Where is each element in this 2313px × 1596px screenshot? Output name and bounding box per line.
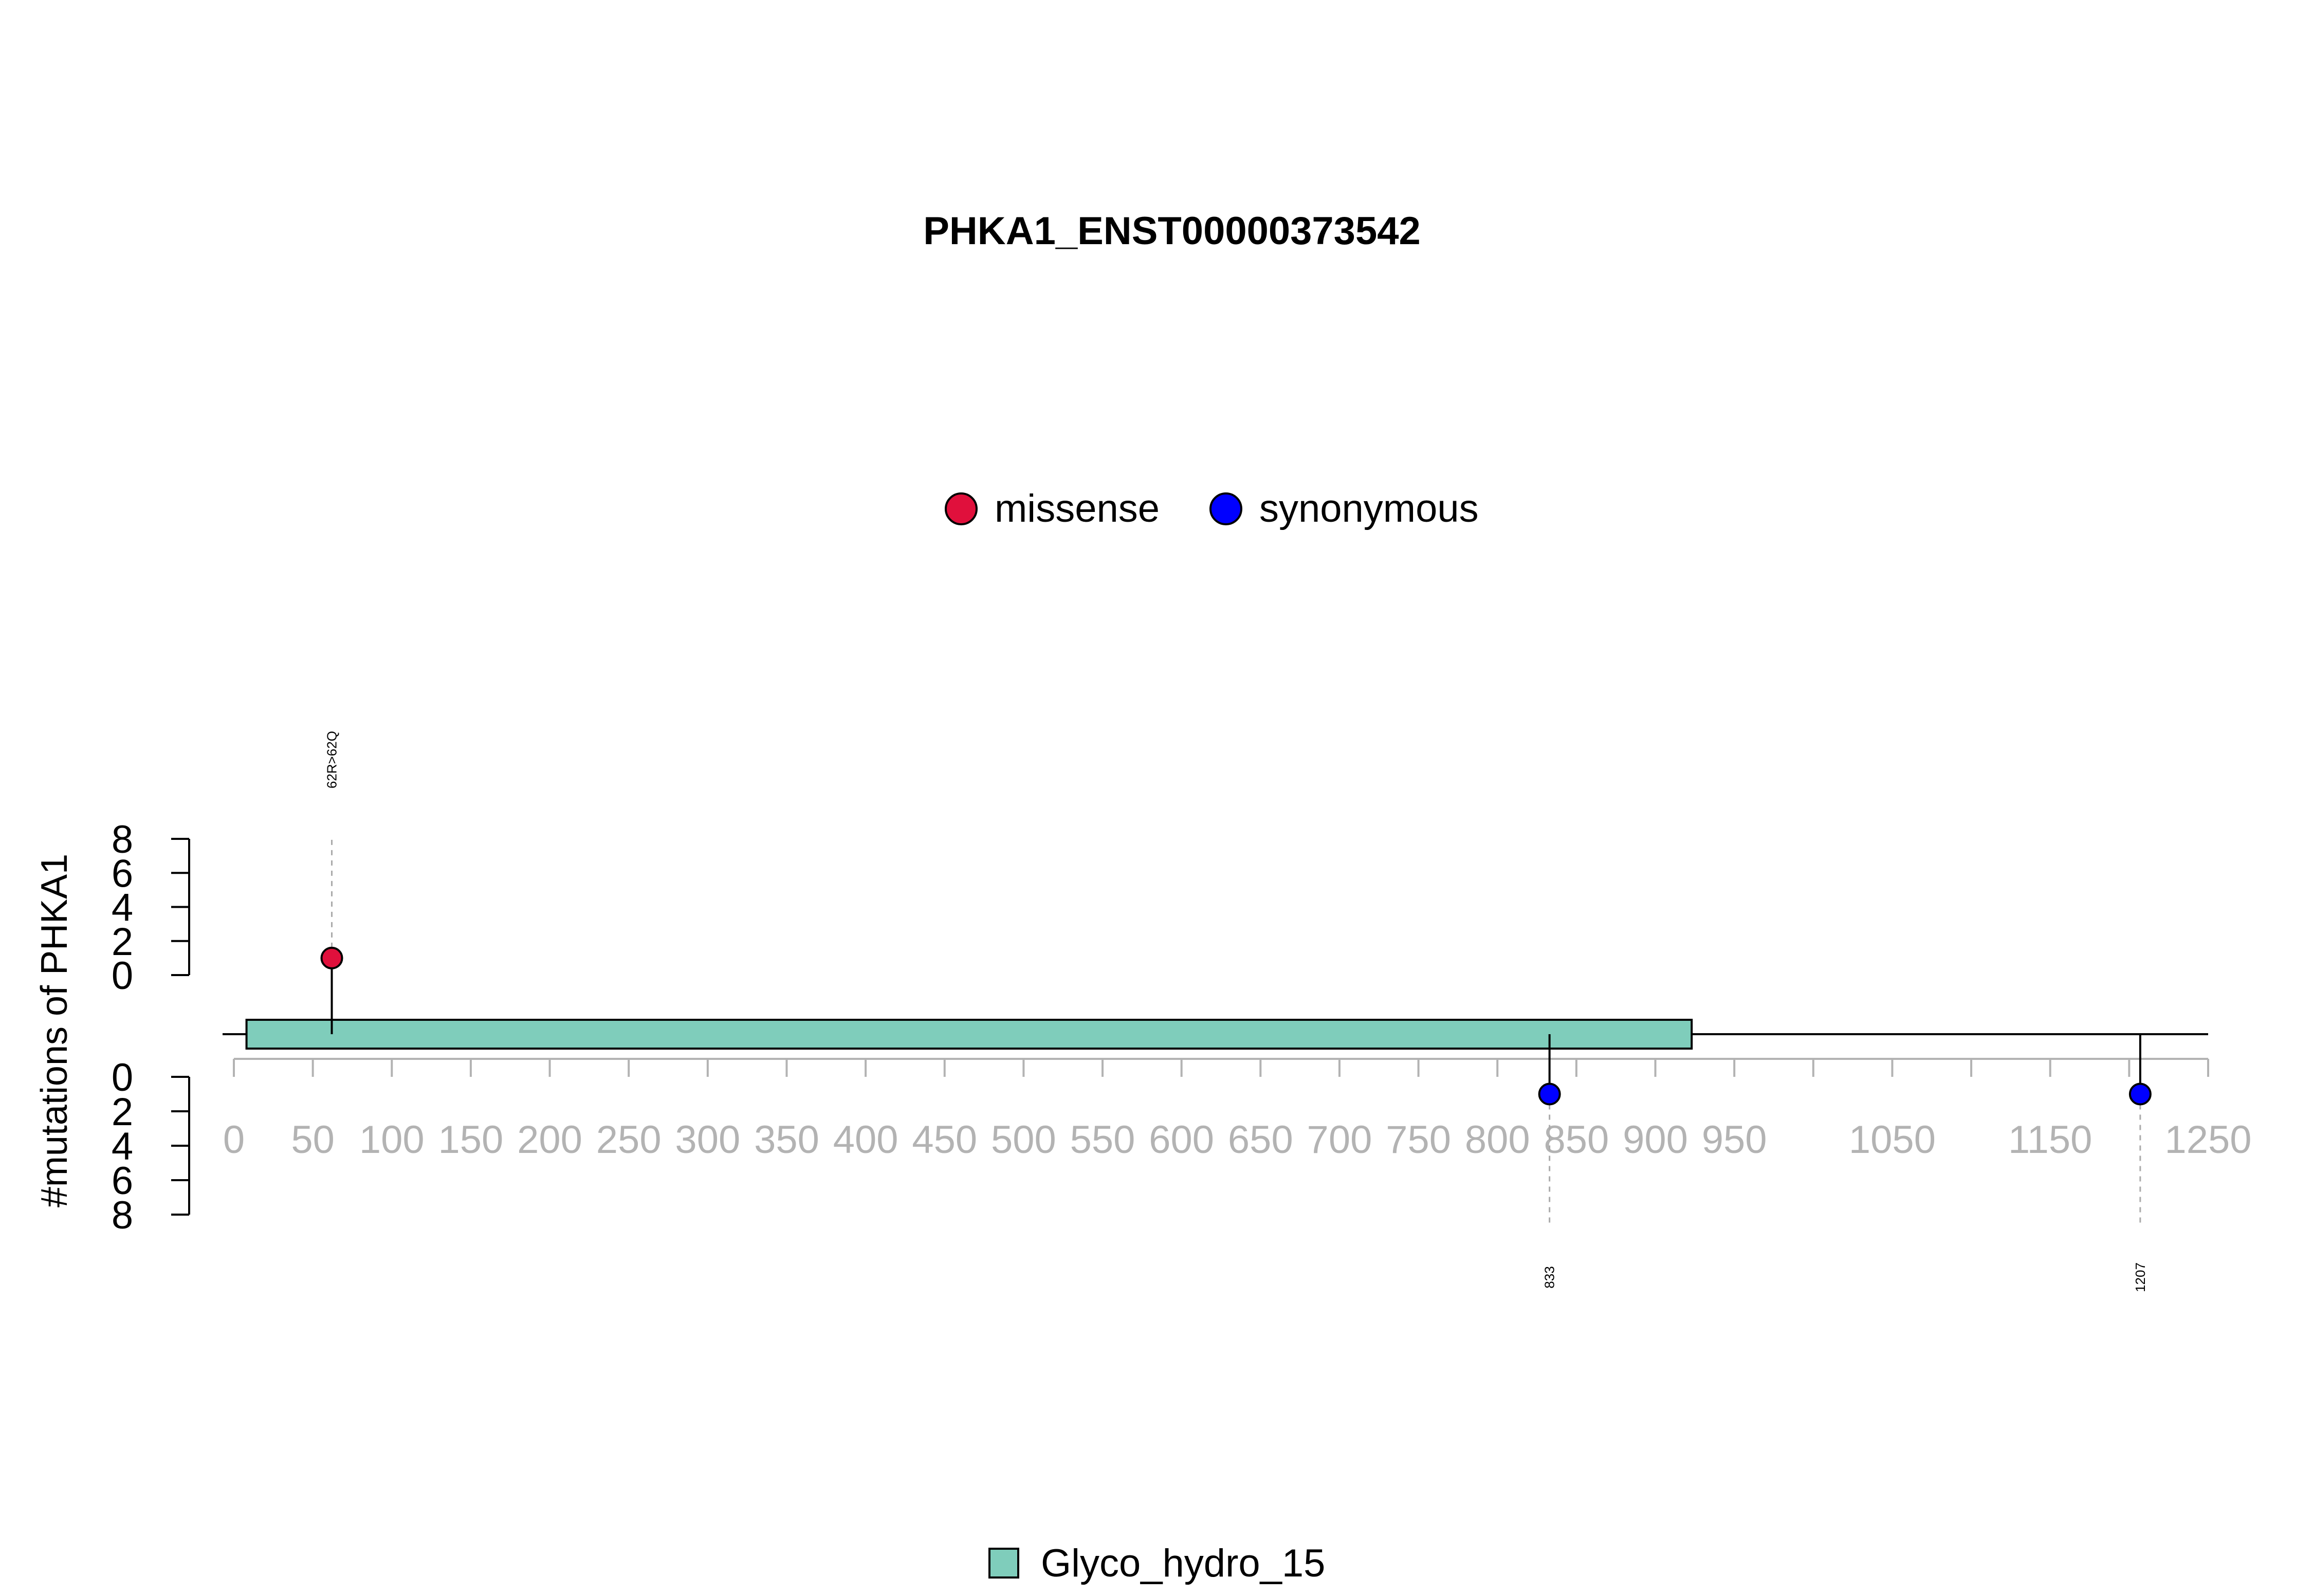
x-tick-label: 750: [1386, 1118, 1451, 1162]
legend-label-synonymous: synonymous: [1259, 487, 1479, 530]
x-tick-label: 500: [991, 1118, 1056, 1162]
mutation-62R>62Q: 62R>62Q: [320, 731, 343, 1034]
x-tick-label: 550: [1070, 1118, 1135, 1162]
domain-Glyco_hydro_15: [245, 1019, 1693, 1050]
legend-item-synonymous: synonymous: [1209, 487, 1479, 530]
domain-legend-swatch: [988, 1548, 1019, 1579]
mutation-label: 833: [1542, 1266, 1557, 1288]
x-tick-label: 600: [1149, 1118, 1214, 1162]
y-tick-label-top: 8: [112, 818, 133, 861]
x-tick-label: 200: [517, 1118, 582, 1162]
chart-title: PHKA1_ENST00000373542: [923, 209, 1421, 253]
x-tick-label: 400: [833, 1118, 898, 1162]
lollipop-head: [2128, 1083, 2152, 1106]
legend-swatch-synonymous: [1209, 492, 1242, 525]
x-tick-label: 850: [1544, 1118, 1609, 1162]
mutation-833: 833: [1538, 1034, 1561, 1289]
y-tick-label-bottom: 2: [112, 1090, 133, 1134]
x-tick-label: 900: [1623, 1118, 1688, 1162]
mutation-type-legend: missense synonymous: [945, 487, 1479, 530]
mutation-label: 1207: [2133, 1262, 2148, 1292]
y-tick-label-bottom: 6: [112, 1159, 133, 1203]
x-tick-label: 1150: [2008, 1118, 2092, 1162]
y-axis-label: #mutations of PHKA1: [34, 854, 75, 1207]
y-tick-label-top: 2: [112, 920, 133, 964]
lollipop-head: [1538, 1083, 1561, 1106]
mutation-label: 62R>62Q: [324, 731, 340, 788]
lollipop-head: [320, 946, 343, 969]
y-tick-label-top: 0: [112, 954, 133, 998]
mutation-1207: 1207: [2128, 1034, 2152, 1292]
x-tick-label: 1250: [2164, 1118, 2251, 1162]
x-tick-label: 250: [596, 1118, 662, 1162]
x-tick-label: 800: [1465, 1118, 1530, 1162]
y-tick-label-top: 6: [112, 852, 133, 895]
legend-swatch-missense: [945, 492, 978, 525]
domain-legend: Glyco_hydro_15: [988, 1542, 1325, 1585]
y-tick-label-bottom: 0: [112, 1056, 133, 1099]
x-tick-label: 450: [912, 1118, 977, 1162]
x-tick-label: 650: [1228, 1118, 1293, 1162]
x-tick-label: 50: [291, 1118, 335, 1162]
y-tick-label-bottom: 8: [112, 1194, 133, 1237]
x-tick-label: 1050: [1849, 1118, 1936, 1162]
legend-item-missense: missense: [945, 487, 1160, 530]
x-tick-label: 700: [1307, 1118, 1372, 1162]
legend-label-missense: missense: [995, 487, 1160, 530]
x-tick-label: 300: [675, 1118, 740, 1162]
x-tick-label: 0: [223, 1118, 245, 1162]
x-tick-label: 100: [359, 1118, 425, 1162]
domain-boxes: [245, 1019, 1693, 1050]
x-tick-label: 950: [1702, 1118, 1767, 1162]
domain-legend-item: Glyco_hydro_15: [988, 1542, 1325, 1585]
x-tick-label: 350: [754, 1118, 819, 1162]
x-axis: 0 50 100 150 200 250 300 350 400 450 500 550 600 650 7…: [223, 1058, 2252, 1162]
y-tick-label-top: 4: [112, 886, 133, 930]
domain-legend-label: Glyco_hydro_15: [1041, 1542, 1325, 1585]
y-tick-label-bottom: 4: [112, 1125, 133, 1168]
x-tick-label: 150: [438, 1118, 504, 1162]
mutation-lollipops: 62R>62Q 833 1207: [320, 731, 2152, 1292]
